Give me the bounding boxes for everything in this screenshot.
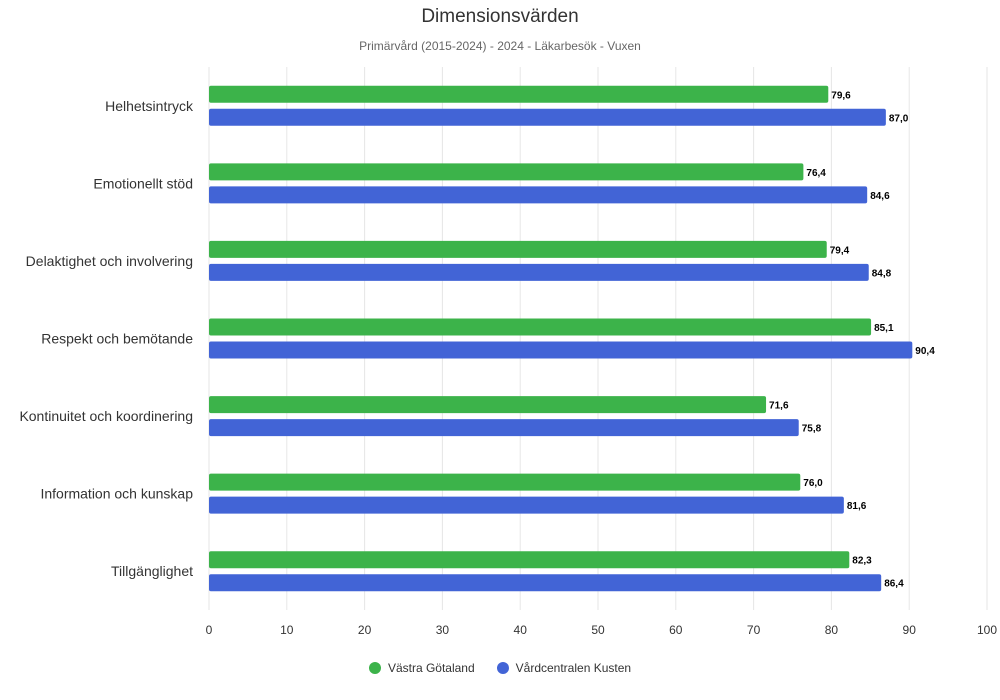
bar (209, 341, 913, 359)
data-label: 81,6 (847, 501, 867, 512)
category-label: Helhetsintryck (105, 98, 194, 114)
bar (209, 496, 844, 514)
bar (209, 396, 767, 414)
legend-label: Västra Götaland (387, 661, 475, 675)
bar (209, 108, 886, 126)
data-label: 82,3 (852, 556, 872, 567)
legend-label: Vårdcentralen Kusten (515, 661, 632, 675)
bar (209, 163, 804, 181)
bar (209, 473, 801, 491)
bar (209, 419, 799, 437)
x-tick-label: 60 (669, 623, 683, 637)
bar (209, 263, 869, 281)
category-label: Kontinuitet och koordinering (19, 408, 193, 424)
legend-dot-icon (368, 662, 381, 674)
category-label: Tillgänglighet (111, 563, 193, 579)
legend-dot-icon (496, 662, 509, 674)
bar (209, 318, 872, 336)
x-tick-label: 90 (903, 623, 917, 637)
x-tick-label: 20 (358, 623, 372, 637)
category-label: Information och kunskap (40, 486, 193, 502)
bar (209, 551, 850, 569)
data-label: 85,1 (874, 323, 894, 334)
x-tick-label: 10 (280, 623, 294, 637)
data-label: 79,4 (830, 245, 850, 256)
data-label: 87,0 (889, 113, 909, 124)
data-label: 75,8 (802, 424, 822, 435)
data-label: 84,6 (870, 191, 890, 202)
category-label: Emotionellt stöd (93, 175, 193, 191)
legend-item[interactable]: Västra Götaland (368, 661, 475, 675)
x-tick-label: 30 (436, 623, 450, 637)
x-tick-label: 40 (514, 623, 528, 637)
x-tick-label: 0 (206, 623, 213, 637)
category-label: Delaktighet och involvering (26, 253, 193, 269)
data-label: 90,4 (915, 346, 935, 357)
data-label: 84,8 (872, 268, 892, 279)
data-label: 76,0 (803, 478, 823, 489)
x-tick-label: 50 (591, 623, 605, 637)
legend: Västra Götaland Vårdcentralen Kusten (0, 661, 1000, 675)
data-label: 86,4 (884, 579, 904, 590)
data-label: 79,6 (831, 90, 851, 101)
bar (209, 240, 827, 258)
bar (209, 574, 882, 592)
bar (209, 85, 829, 103)
category-label: Respekt och bemötande (41, 331, 193, 347)
x-tick-label: 70 (747, 623, 761, 637)
data-label: 76,4 (806, 168, 826, 179)
legend-item[interactable]: Vårdcentralen Kusten (496, 661, 632, 675)
x-tick-label: 80 (825, 623, 839, 637)
bar (209, 186, 868, 204)
chart-subtitle: Primärvård (2015-2024) - 2024 - Läkarbes… (359, 39, 641, 53)
plot-area: 0 10 20 30 40 50 60 70 80 90 100 Helhetsintryck 79,6… (19, 67, 997, 637)
data-label: 71,6 (769, 401, 789, 412)
x-tick-label: 100 (977, 623, 997, 637)
chart-title: Dimensionsvärden (421, 6, 579, 27)
